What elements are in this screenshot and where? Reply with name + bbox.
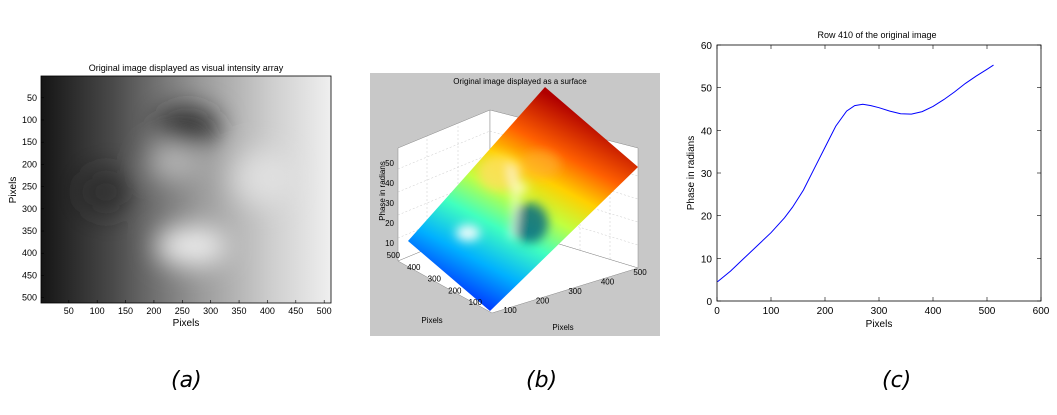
caption-b: (b) — [526, 368, 558, 393]
chart-c-xtick-label: 500 — [979, 306, 996, 317]
chart-a-ytick-label: 150 — [22, 137, 37, 147]
chart-b-zlabel: Phase in radians — [378, 161, 387, 221]
chart-b-ylabel: Pixels — [421, 316, 442, 325]
chart-b-xtick-label: 500 — [633, 268, 647, 277]
chart-a-xtick-label: 400 — [260, 306, 275, 316]
surface-ridge — [507, 164, 519, 239]
heatmap-a-blob-light-1 — [146, 144, 198, 180]
heatmap-a-blob-light-2 — [155, 226, 227, 266]
chart-a-xtick-label: 500 — [317, 306, 332, 316]
chart-b-xtick-label: 300 — [568, 287, 582, 296]
caption-a: (a) — [171, 368, 202, 393]
chart-b-ztick-label: 30 — [385, 199, 394, 208]
chart-c: Row 410 of the original image 0 100 200 300… — [686, 30, 1050, 330]
chart-c-axes-box — [716, 44, 1042, 302]
chart-c-ytick-label: 30 — [701, 169, 713, 180]
chart-b-ytick-label: 100 — [469, 298, 483, 307]
chart-b-ztick-label: 10 — [385, 239, 394, 248]
chart-c-xtick-label: 600 — [1033, 306, 1050, 317]
surface-highlight-1 — [456, 225, 480, 241]
chart-a-xtick-label: 50 — [64, 306, 74, 316]
chart-b-ytick-label: 500 — [387, 251, 401, 260]
chart-a-xlabel: Pixels — [173, 318, 200, 329]
chart-c-ytick-label: 0 — [706, 297, 712, 308]
chart-a-title: Original image displayed as visual inten… — [89, 63, 284, 73]
chart-c-series-line — [717, 64, 994, 283]
surface-highlight-2 — [512, 183, 528, 193]
chart-a-ytick-label: 50 — [27, 93, 37, 103]
chart-b-ytick-label: 200 — [448, 286, 462, 295]
chart-c-xlabel: Pixels — [866, 319, 893, 330]
chart-b-ytick-label: 400 — [407, 263, 421, 272]
heatmap-a-blob-dark-1 — [156, 107, 220, 147]
surface-hump-2 — [520, 151, 560, 179]
chart-b-ticks: 10 20 30 40 50 500 400 300 200 100 100 200 300 400 500 — [385, 159, 647, 315]
surface-dip-1 — [512, 203, 548, 243]
chart-a-xtick-label: 200 — [146, 306, 161, 316]
chart-a-ytick-label: 300 — [22, 204, 37, 214]
chart-a-ytick-label: 100 — [22, 115, 37, 125]
chart-c-xtick-label: 100 — [763, 306, 780, 317]
chart-a-ytick-label: 350 — [22, 226, 37, 236]
heatmap-a-blob-dark-2 — [80, 168, 132, 216]
chart-b-xtick-label: 100 — [503, 306, 517, 315]
chart-a-ticks: 50 100 150 200 250 300 350 400 450 500 50 100 150 200… — [22, 93, 332, 316]
chart-c-ticks: 0 100 200 300 400 500 600 0 10 20 30 40 50 60 — [701, 41, 1050, 317]
chart-c-title: Row 410 of the original image — [817, 30, 936, 40]
chart-b-xtick-label: 400 — [601, 278, 615, 287]
chart-a-xtick-label: 300 — [203, 306, 218, 316]
chart-b-ytick-label: 300 — [428, 275, 442, 284]
chart-c-xtick-label: 200 — [817, 306, 834, 317]
chart-a-xtick-label: 350 — [232, 306, 247, 316]
chart-a-ytick-label: 200 — [22, 159, 37, 169]
chart-c-series — [717, 64, 994, 283]
chart-a-axes-box — [40, 75, 332, 304]
chart-b-ztick-label: 20 — [385, 219, 394, 228]
chart-a-ytick-label: 250 — [22, 182, 37, 192]
chart-a-ytick-label: 450 — [22, 270, 37, 280]
chart-c-ytick-label: 60 — [701, 41, 713, 52]
chart-c-ytick-label: 40 — [701, 126, 713, 137]
chart-b-ztick-label: 50 — [385, 159, 394, 168]
chart-a-xtick-label: 250 — [175, 306, 190, 316]
chart-c-xtick-label: 400 — [925, 306, 942, 317]
chart-a-xtick-label: 100 — [90, 306, 105, 316]
surface-hump-1 — [478, 155, 522, 191]
chart-c-ytick-label: 50 — [701, 84, 713, 95]
chart-a: Original image displayed as visual inten… — [8, 63, 332, 329]
chart-a-ytick-label: 500 — [22, 293, 37, 303]
chart-c-ytick-label: 10 — [701, 254, 713, 265]
chart-c-ytick-label: 20 — [701, 212, 713, 223]
chart-a-ytick-label: 400 — [22, 248, 37, 258]
chart-a-ylabel: Pixels — [8, 177, 19, 204]
chart-c-ylabel: Phase in radians — [686, 136, 697, 211]
heatmap-a-blob-light-3 — [230, 150, 290, 206]
chart-a-xtick-label: 150 — [118, 306, 133, 316]
chart-a-xtick-label: 450 — [288, 306, 303, 316]
caption-c: (c) — [882, 368, 912, 393]
chart-b-xtick-label: 200 — [536, 297, 550, 306]
chart-c-xtick-label: 300 — [871, 306, 888, 317]
chart-b-xlabel: Pixels — [552, 323, 573, 332]
surface-plane — [408, 87, 638, 311]
chart-b-ztick-label: 40 — [385, 179, 394, 188]
chart-b-title: Original image displayed as a surface — [453, 77, 587, 86]
chart-c-xtick-label: 0 — [714, 306, 720, 317]
chart-b: Original image displayed as a surface 10… — [370, 73, 660, 336]
